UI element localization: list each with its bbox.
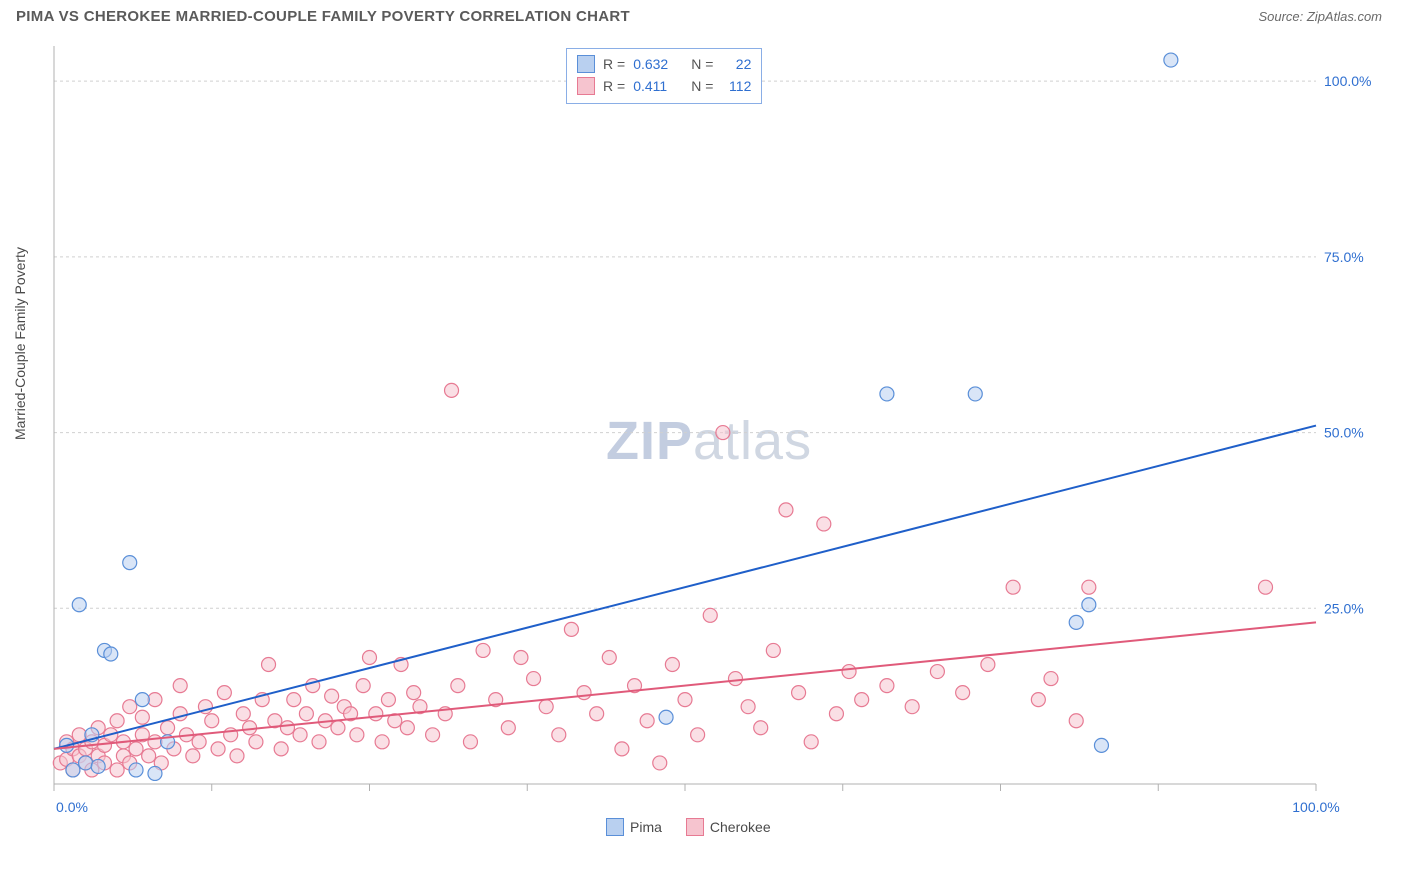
scatter-plot-svg: 25.0% 50.0% 75.0% 100.0% 0.0% 100.0%: [46, 40, 1386, 840]
y-axis-label: Married-Couple Family Poverty: [12, 247, 28, 440]
legend-swatch: [577, 77, 595, 95]
n-value: 22: [721, 56, 751, 72]
legend-item: Cherokee: [686, 818, 771, 836]
source-attribution: Source: ZipAtlas.com: [1258, 9, 1382, 24]
r-label: R =: [603, 78, 625, 94]
legend-swatch: [577, 55, 595, 73]
n-value: 112: [721, 78, 751, 94]
svg-text:25.0%: 25.0%: [1324, 600, 1364, 616]
legend-item: Pima: [606, 818, 662, 836]
series-legend: Pima Cherokee: [606, 818, 771, 836]
svg-text:100.0%: 100.0%: [1324, 73, 1371, 89]
r-value: 0.411: [633, 78, 683, 94]
legend-label: Cherokee: [710, 819, 771, 835]
svg-text:0.0%: 0.0%: [56, 799, 88, 815]
chart-area: Married-Couple Family Poverty ZIPatlas 2…: [46, 40, 1386, 840]
n-label: N =: [691, 56, 713, 72]
legend-stat-row: R = 0.411 N = 112: [577, 75, 751, 97]
legend-swatch: [686, 818, 704, 836]
svg-text:100.0%: 100.0%: [1292, 799, 1339, 815]
svg-text:50.0%: 50.0%: [1324, 425, 1364, 441]
r-value: 0.632: [633, 56, 683, 72]
svg-text:75.0%: 75.0%: [1324, 249, 1364, 265]
correlation-legend: R = 0.632 N = 22 R = 0.411 N = 112: [566, 48, 762, 104]
legend-swatch: [606, 818, 624, 836]
chart-title: PIMA VS CHEROKEE MARRIED-COUPLE FAMILY P…: [16, 8, 630, 25]
legend-label: Pima: [630, 819, 662, 835]
legend-stat-row: R = 0.632 N = 22: [577, 53, 751, 75]
r-label: R =: [603, 56, 625, 72]
n-label: N =: [691, 78, 713, 94]
